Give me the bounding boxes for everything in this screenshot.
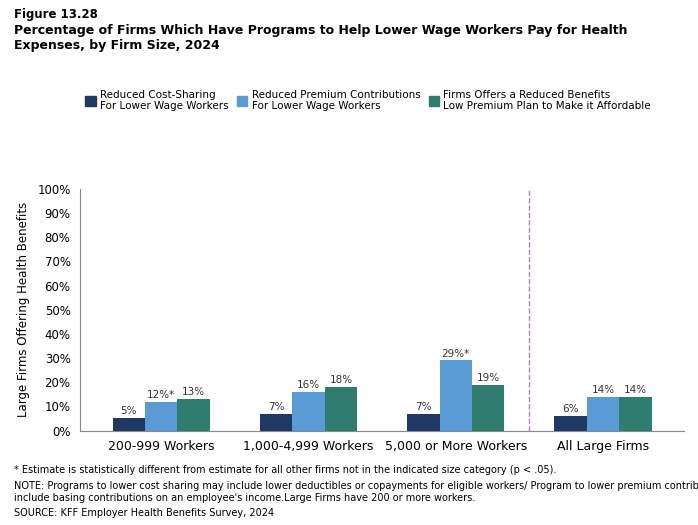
Bar [112, 418, 145, 430]
Text: 14%: 14% [624, 385, 647, 395]
Text: 12%*: 12%* [147, 390, 175, 400]
Legend: Reduced Cost-Sharing
For Lower Wage Workers, Reduced Premium Contributions
For L: Reduced Cost-Sharing For Lower Wage Work… [85, 90, 651, 111]
Bar [325, 387, 357, 430]
Bar [407, 414, 440, 430]
Text: 13%: 13% [182, 387, 205, 397]
Text: Percentage of Firms Which Have Programs to Help Lower Wage Workers Pay for Healt: Percentage of Firms Which Have Programs … [14, 24, 628, 51]
Text: Figure 13.28: Figure 13.28 [14, 8, 98, 21]
Text: 6%: 6% [563, 404, 579, 414]
Bar [554, 416, 587, 430]
Bar [292, 392, 325, 430]
Text: 5%: 5% [121, 406, 137, 416]
Text: NOTE: Programs to lower cost sharing may include lower deductibles or copayments: NOTE: Programs to lower cost sharing may… [14, 481, 698, 503]
Bar [472, 385, 505, 430]
Text: 14%: 14% [591, 385, 615, 395]
Bar [440, 361, 472, 430]
Text: * Estimate is statistically different from estimate for all other firms not in t: * Estimate is statistically different fr… [14, 465, 556, 475]
Bar [260, 414, 292, 430]
Y-axis label: Large Firms Offering Health Benefits: Large Firms Offering Health Benefits [17, 202, 30, 417]
Text: 7%: 7% [415, 402, 431, 412]
Text: 18%: 18% [329, 375, 352, 385]
Text: SOURCE: KFF Employer Health Benefits Survey, 2024: SOURCE: KFF Employer Health Benefits Sur… [14, 508, 274, 518]
Bar [145, 402, 177, 430]
Text: 29%*: 29%* [442, 349, 470, 359]
Bar [619, 397, 652, 430]
Text: 19%: 19% [477, 373, 500, 383]
Bar [587, 397, 619, 430]
Text: 7%: 7% [268, 402, 284, 412]
Text: 16%: 16% [297, 380, 320, 390]
Bar [177, 399, 210, 430]
